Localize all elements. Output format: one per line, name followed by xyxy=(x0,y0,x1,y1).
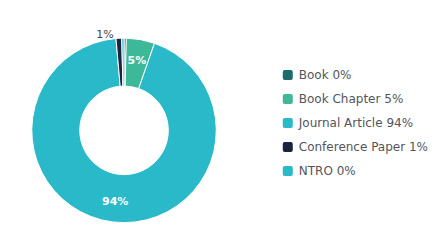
svg-text:Journal Article 94%: Journal Article 94% xyxy=(298,116,413,130)
svg-text:Conference Paper 1%: Conference Paper 1% xyxy=(299,140,428,154)
svg-text:Book 0%: Book 0% xyxy=(299,68,352,82)
svg-text:NTRO 0%: NTRO 0% xyxy=(299,164,356,178)
svg-text:1%: 1% xyxy=(96,28,113,41)
svg-text:94%: 94% xyxy=(102,195,128,208)
svg-text:5%: 5% xyxy=(128,54,147,67)
svg-text:Book Chapter 5%: Book Chapter 5% xyxy=(299,92,404,106)
